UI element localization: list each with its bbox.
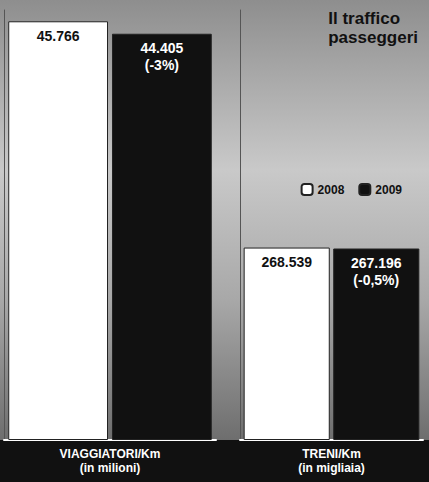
svg-text:(in milioni): (in milioni) [80,461,141,475]
svg-text:44.405: 44.405 [140,40,183,56]
svg-text:TRENI/Km: TRENI/Km [302,447,361,461]
svg-text:268.539: 268.539 [261,254,312,270]
svg-text:45.766: 45.766 [37,28,80,44]
svg-text:(-0,5%): (-0,5%) [353,272,399,288]
svg-text:(in migliaia): (in migliaia) [298,461,365,475]
svg-text:VIAGGIATORI/Km: VIAGGIATORI/Km [60,447,161,461]
svg-text:Il traffico: Il traffico [328,9,400,28]
svg-text:2008: 2008 [318,183,345,197]
svg-text:passeggeri: passeggeri [328,28,418,47]
svg-text:267.196: 267.196 [351,255,402,271]
svg-text:(-3%): (-3%) [145,57,179,73]
svg-text:2009: 2009 [375,183,402,197]
